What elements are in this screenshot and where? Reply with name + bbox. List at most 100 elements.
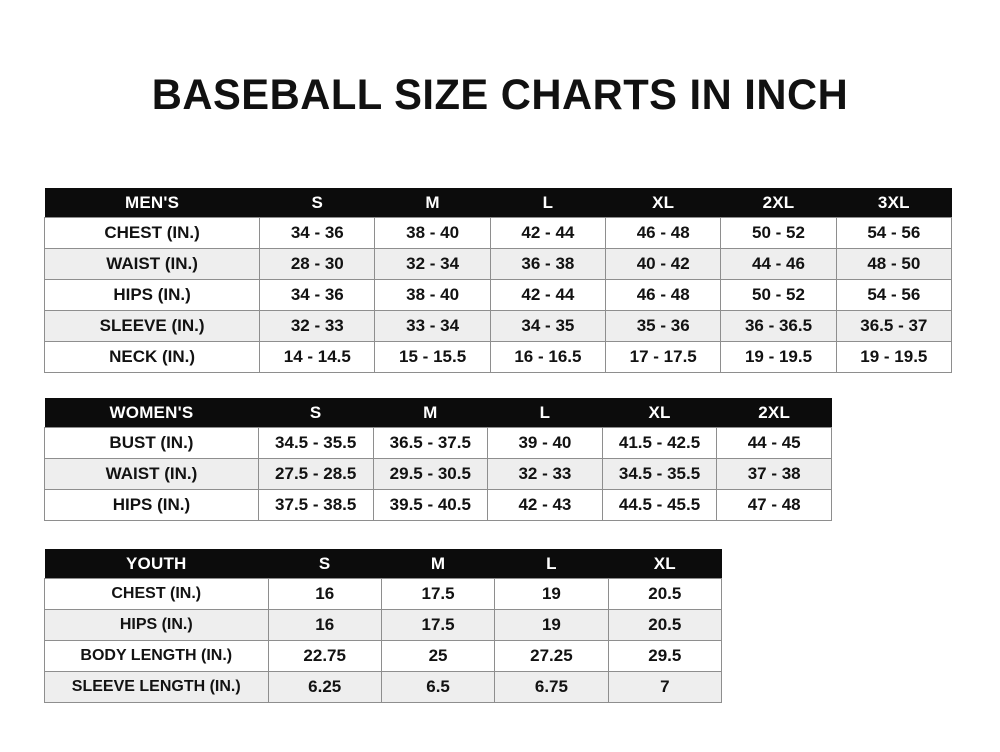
cell-value: 34.5 - 35.5 <box>601 458 718 490</box>
column-header-2xl: 2XL <box>762 192 795 212</box>
row-label: HIPS (IN.) <box>44 489 259 521</box>
row-label: SLEEVE LENGTH (IN.) <box>44 671 269 703</box>
table-row: WAIST (IN.) 28 - 30 32 - 34 36 - 38 40 -… <box>43 248 953 280</box>
cell-value: 34 - 36 <box>259 217 376 249</box>
column-header-s: S <box>318 553 331 573</box>
column-header-xl: XL <box>652 192 675 212</box>
cell-value: 38 - 40 <box>374 279 491 311</box>
row-label: HIPS (IN.) <box>44 609 269 641</box>
cell-value: 17.5 <box>380 609 496 641</box>
cell-value: 40 - 42 <box>605 248 722 280</box>
table-row: HIPS (IN.) 34 - 36 38 - 40 42 - 44 46 - … <box>43 279 953 311</box>
cell-value: 17.5 <box>380 578 496 610</box>
cell-value: 32 - 33 <box>259 310 376 342</box>
column-header-m: M <box>430 553 446 573</box>
cell-value: 7 <box>607 671 723 703</box>
row-label: NECK (IN.) <box>43 341 261 373</box>
cell-value: 16 <box>267 609 382 641</box>
cell-value: 41.5 - 42.5 <box>601 427 718 459</box>
column-header-category: YOUTH <box>126 553 187 573</box>
table-row: SLEEVE (IN.) 32 - 33 33 - 34 34 - 35 35 … <box>43 310 953 342</box>
cell-value: 38 - 40 <box>374 217 491 249</box>
cell-value: 25 <box>380 640 496 672</box>
cell-value: 20.5 <box>607 578 723 610</box>
cell-value: 33 - 34 <box>374 310 491 342</box>
table-header-row: YOUTH S M L XL <box>44 549 722 579</box>
cell-value: 29.5 - 30.5 <box>372 458 489 490</box>
column-header-s: S <box>311 192 324 212</box>
cell-value: 50 - 52 <box>720 217 837 249</box>
cell-value: 50 - 52 <box>720 279 837 311</box>
column-header-category: WOMEN'S <box>109 402 194 422</box>
column-header-l: L <box>542 192 554 212</box>
row-label: BUST (IN.) <box>44 427 259 459</box>
table-row: WAIST (IN.) 27.5 - 28.5 29.5 - 30.5 32 -… <box>44 458 832 490</box>
cell-value: 54 - 56 <box>835 217 953 249</box>
table-row: SLEEVE LENGTH (IN.) 6.25 6.5 6.75 7 <box>44 671 723 703</box>
table-row: BUST (IN.) 34.5 - 35.5 36.5 - 37.5 39 - … <box>44 427 832 459</box>
cell-value: 16 <box>267 578 382 610</box>
column-header-s: S <box>309 402 322 422</box>
cell-value: 16 - 16.5 <box>489 341 607 373</box>
womens-size-table: WOMEN'S S M L XL 2XL BUST (IN.) 34.5 - 3… <box>44 398 832 521</box>
cell-value: 34 - 36 <box>259 279 376 311</box>
table-row: HIPS (IN.) 16 17.5 19 20.5 <box>44 609 723 641</box>
cell-value: 36 - 36.5 <box>720 310 837 342</box>
row-label: SLEEVE (IN.) <box>43 310 261 342</box>
cell-value: 37 - 38 <box>716 458 832 490</box>
table-row: NECK (IN.) 14 - 14.5 15 - 15.5 16 - 16.5… <box>43 341 953 373</box>
cell-value: 17 - 17.5 <box>605 341 722 373</box>
row-label: WAIST (IN.) <box>44 458 259 490</box>
row-label: BODY LENGTH (IN.) <box>44 640 269 672</box>
column-header-2xl: 2XL <box>758 402 791 422</box>
cell-value: 36.5 - 37.5 <box>372 427 489 459</box>
row-label: WAIST (IN.) <box>43 248 261 280</box>
cell-value: 19 <box>494 609 609 641</box>
cell-value: 27.25 <box>494 640 609 672</box>
table-header-row: WOMEN'S S M L XL 2XL <box>44 398 832 428</box>
row-label: HIPS (IN.) <box>43 279 261 311</box>
cell-value: 37.5 - 38.5 <box>257 489 374 521</box>
cell-value: 54 - 56 <box>835 279 953 311</box>
cell-value: 42 - 43 <box>487 489 603 521</box>
cell-value: 6.25 <box>267 671 382 703</box>
cell-value: 6.5 <box>380 671 496 703</box>
column-header-category: MEN'S <box>124 192 180 212</box>
table-row: BODY LENGTH (IN.) 22.75 25 27.25 29.5 <box>44 640 723 672</box>
column-header-3xl: 3XL <box>877 192 910 212</box>
cell-value: 42 - 44 <box>489 217 607 249</box>
page-title: BASEBALL SIZE CHARTS IN INCH <box>151 71 849 119</box>
cell-value: 44 - 45 <box>716 427 832 459</box>
table-row: HIPS (IN.) 37.5 - 38.5 39.5 - 40.5 42 - … <box>44 489 832 521</box>
cell-value: 46 - 48 <box>605 279 722 311</box>
cell-value: 32 - 33 <box>487 458 603 490</box>
cell-value: 19 - 19.5 <box>720 341 837 373</box>
table-row: CHEST (IN.) 16 17.5 19 20.5 <box>44 578 723 610</box>
cell-value: 14 - 14.5 <box>259 341 376 373</box>
cell-value: 36.5 - 37 <box>835 310 953 342</box>
column-header-xl: XL <box>648 402 671 422</box>
cell-value: 44.5 - 45.5 <box>601 489 718 521</box>
cell-value: 39 - 40 <box>487 427 603 459</box>
column-header-m: M <box>423 402 438 422</box>
cell-value: 44 - 46 <box>720 248 837 280</box>
cell-value: 42 - 44 <box>489 279 607 311</box>
column-header-xl: XL <box>653 553 676 573</box>
youth-size-table: YOUTH S M L XL CHEST (IN.) 16 17.5 19 20… <box>44 549 723 703</box>
cell-value: 29.5 <box>607 640 723 672</box>
cell-value: 20.5 <box>607 609 723 641</box>
table-header-row: MEN'S S M L XL 2XL 3XL <box>44 188 952 218</box>
cell-value: 19 <box>494 578 609 610</box>
cell-value: 36 - 38 <box>489 248 607 280</box>
column-header-l: L <box>539 402 551 422</box>
cell-value: 6.75 <box>494 671 609 703</box>
cell-value: 47 - 48 <box>716 489 832 521</box>
table-row: CHEST (IN.) 34 - 36 38 - 40 42 - 44 46 -… <box>43 217 953 249</box>
cell-value: 35 - 36 <box>605 310 722 342</box>
row-label: CHEST (IN.) <box>43 217 261 249</box>
cell-value: 46 - 48 <box>605 217 722 249</box>
cell-value: 32 - 34 <box>374 248 491 280</box>
column-header-m: M <box>425 192 440 212</box>
row-label: CHEST (IN.) <box>44 578 269 610</box>
cell-value: 34 - 35 <box>489 310 607 342</box>
